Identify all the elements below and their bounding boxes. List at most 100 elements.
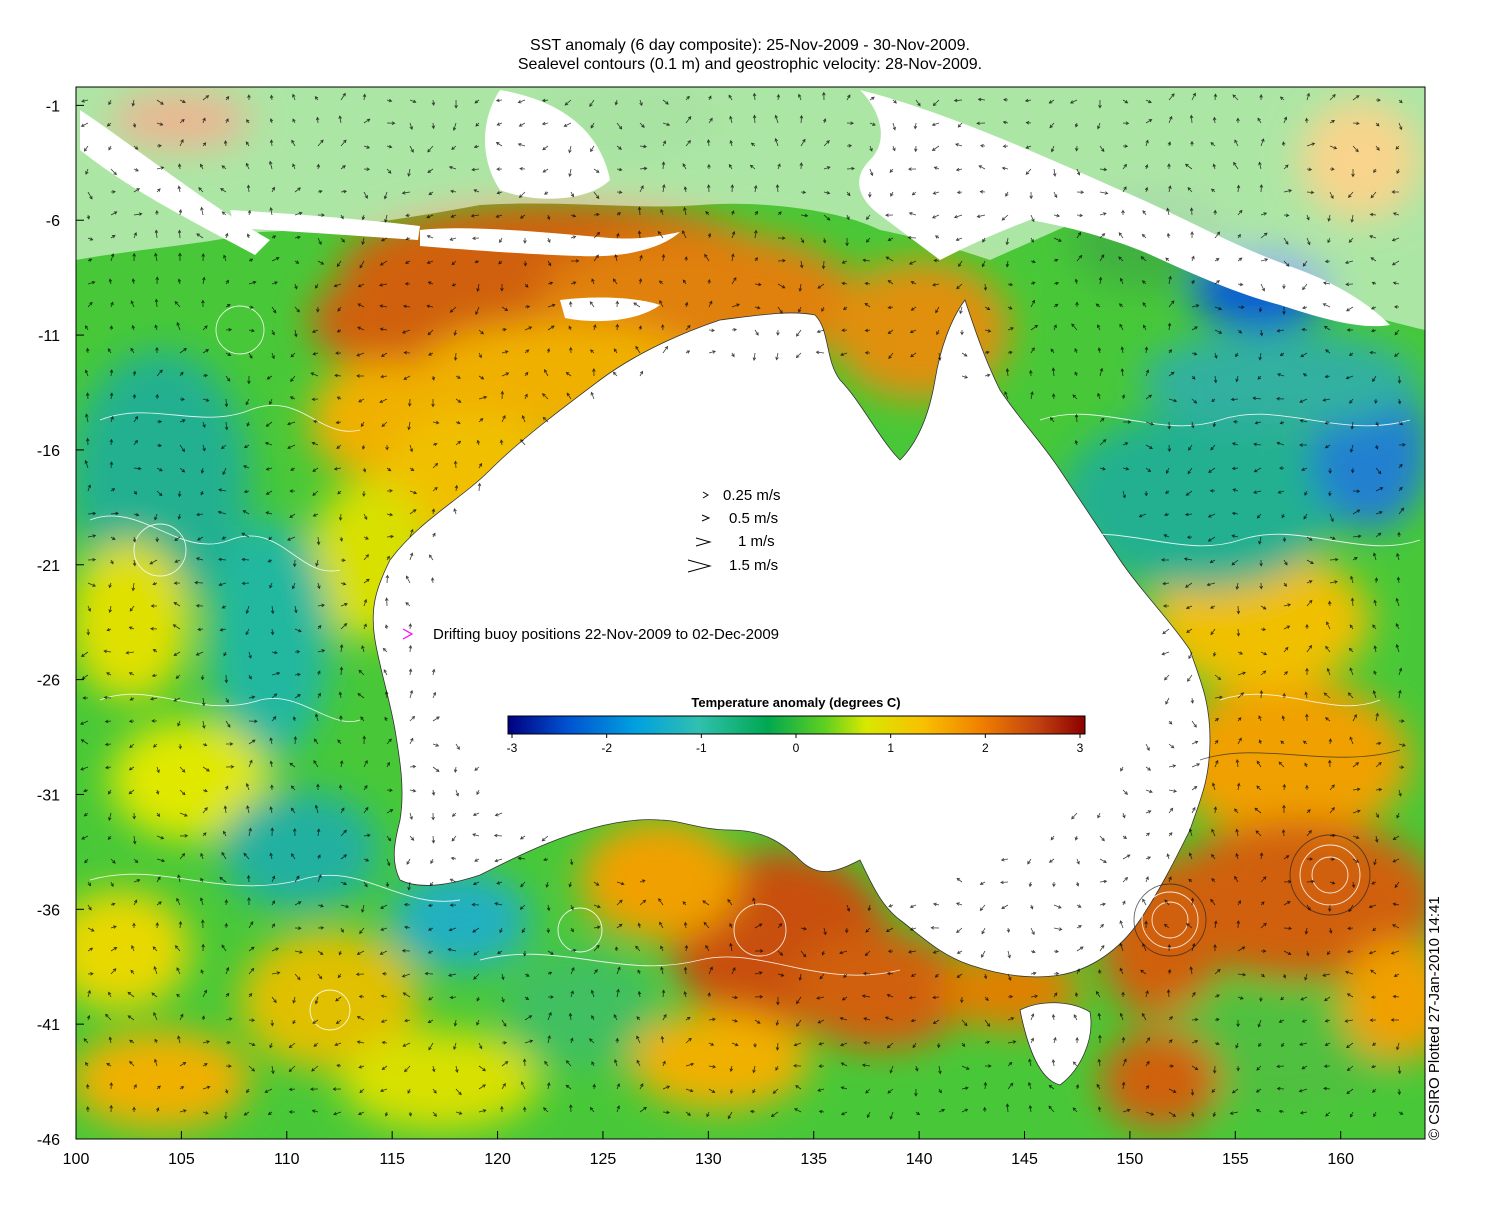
velocity-arrow	[357, 326, 365, 331]
velocity-arrow	[1283, 603, 1292, 607]
velocity-arrow	[955, 237, 963, 241]
velocity-arrow	[1099, 254, 1105, 262]
velocity-arrow	[248, 827, 252, 837]
velocity-arrow	[288, 1042, 296, 1049]
velocity-arrow	[729, 923, 733, 929]
velocity-arrow	[426, 235, 434, 239]
velocity-arrow	[1305, 117, 1309, 124]
velocity-arrow	[151, 992, 158, 998]
velocity-arrow	[547, 950, 554, 955]
velocity-arrow	[1166, 232, 1171, 239]
velocity-arrow	[1028, 881, 1033, 888]
velocity-arrow	[108, 145, 112, 151]
velocity-arrow	[1024, 98, 1032, 103]
velocity-arrow	[937, 1042, 941, 1049]
velocity-arrow	[1328, 490, 1332, 497]
velocity-arrow	[1344, 1019, 1354, 1023]
velocity-arrow	[1140, 969, 1147, 975]
velocity-arrow	[1259, 559, 1263, 567]
new-guinea-landmass	[859, 90, 1390, 327]
velocity-arrow	[176, 967, 181, 975]
colorbar: Temperature anomaly (degrees C) -3 -2 -1 0 1…	[507, 695, 1086, 755]
velocity-arrow	[478, 1084, 487, 1090]
velocity-arrow	[704, 253, 710, 262]
velocity-arrow	[451, 835, 457, 842]
velocity-arrow	[1166, 989, 1171, 998]
velocity-arrow	[565, 1084, 572, 1090]
velocity-arrow	[217, 510, 227, 515]
velocity-arrow	[174, 536, 181, 541]
velocity-arrow	[1260, 232, 1268, 239]
velocity-arrow	[176, 321, 181, 331]
velocity-arrow	[1299, 1042, 1308, 1046]
velocity-arrow	[86, 437, 90, 446]
velocity-arrow	[453, 766, 458, 774]
velocity-arrow	[518, 122, 526, 127]
velocity-arrow	[450, 856, 457, 861]
velocity-arrow	[685, 1037, 692, 1044]
velocity-arrow	[1398, 667, 1403, 676]
velocity-arrow	[1097, 1058, 1102, 1067]
velocity-arrow	[708, 350, 717, 354]
velocity-arrow	[1118, 232, 1124, 239]
velocity-arrow	[1145, 467, 1152, 473]
velocity-arrow	[312, 467, 319, 472]
velocity-arrow	[380, 927, 388, 931]
velocity-arrow	[202, 373, 209, 378]
velocity-arrow	[340, 558, 346, 562]
velocity-legend-item-1: 0.5 m/s	[701, 510, 778, 527]
velocity-arrow	[1398, 689, 1402, 699]
velocity-arrow	[612, 371, 618, 377]
velocity-arrow	[1347, 926, 1354, 931]
velocity-arrow	[1398, 99, 1403, 104]
velocity-arrow	[913, 122, 918, 130]
velocity-arrow	[794, 1108, 802, 1113]
velocity-arrow	[1049, 416, 1055, 423]
velocity-arrow	[177, 229, 182, 239]
velocity-arrow	[1145, 394, 1153, 400]
velocity-arrow	[1098, 276, 1103, 285]
velocity-arrow	[453, 1042, 457, 1050]
velocity-arrow	[1345, 282, 1354, 287]
velocity-arrow	[1258, 306, 1263, 313]
velocity-arrow	[1028, 1104, 1033, 1113]
velocity-arrow	[382, 647, 388, 653]
velocity-arrow	[868, 191, 872, 198]
velocity-arrow	[271, 281, 278, 285]
velocity-arrow	[541, 393, 549, 400]
velocity-arrow	[179, 348, 187, 354]
velocity-arrow	[1210, 142, 1216, 147]
velocity-arrow	[683, 966, 688, 975]
velocity-arrow	[1145, 99, 1152, 104]
velocity-arrow	[248, 328, 255, 333]
velocity-arrow	[501, 996, 505, 1003]
velocity-arrow	[501, 973, 505, 981]
velocity-arrow	[1352, 509, 1361, 515]
velocity-arrow	[317, 189, 323, 194]
velocity-arrow	[149, 559, 158, 565]
velocity-arrow	[1279, 466, 1285, 470]
velocity-arrow	[1071, 812, 1078, 820]
velocity-arrow	[730, 184, 735, 193]
velocity-arrow	[198, 187, 204, 193]
plot-frame	[75, 86, 1426, 1140]
velocity-arrow	[87, 301, 93, 308]
velocity-arrow	[294, 329, 298, 338]
velocity-arrow	[156, 369, 163, 377]
velocity-arrow	[87, 237, 94, 241]
velocity-arrow	[1258, 536, 1262, 545]
velocity-arrow	[772, 1088, 779, 1094]
velocity-arrow	[128, 672, 135, 676]
velocity-arrow	[682, 230, 687, 239]
velocity-arrow	[294, 283, 298, 290]
velocity-arrow	[225, 697, 229, 704]
velocity-arrow	[935, 306, 940, 314]
velocity-arrow	[684, 301, 689, 308]
velocity-arrow	[840, 1062, 848, 1067]
velocity-arrow	[424, 971, 434, 976]
x-tick-label: 135	[800, 1151, 827, 1168]
velocity-arrow	[269, 1042, 273, 1049]
velocity-arrow	[1030, 1037, 1034, 1044]
velocity-arrow	[1210, 628, 1216, 636]
velocity-arrow	[932, 191, 940, 195]
